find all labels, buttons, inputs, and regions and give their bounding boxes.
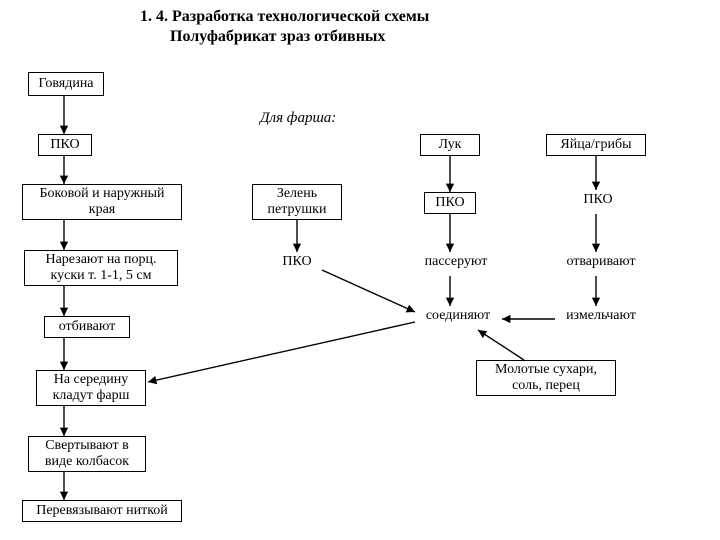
node-narezayut: Нарезают на порц.куски т. 1-1, 5 см	[24, 250, 178, 286]
node-pko-1: ПКО	[38, 134, 92, 156]
subtitle-for-filling: Для фарша:	[260, 110, 336, 127]
node-govyadina: Говядина	[28, 72, 104, 96]
node-kladut-farsh: На серединукладут фарш	[36, 370, 146, 406]
node-soedinyayut: соединяют	[416, 308, 500, 324]
node-otvarivayut: отваривают	[556, 254, 646, 270]
node-molotye-sukhari: Молотые сухари,соль, перец	[476, 360, 616, 396]
title-line-2: Полуфабрикат зраз отбивных	[170, 28, 385, 46]
node-otbivayut: отбивают	[44, 316, 130, 338]
edge-pko2-to-soedinyayut	[322, 270, 415, 312]
node-passeruyut: пассеруют	[416, 254, 496, 270]
node-luk: Лук	[420, 134, 480, 156]
node-zelen-petrushki: Зеленьпетрушки	[252, 184, 342, 220]
node-perevyazyvayut: Перевязывают ниткой	[22, 500, 182, 522]
edge-soedinyayut-to-kladut_farsh	[148, 322, 415, 382]
node-bokovoi-kraya: Боковой и наружныйкрая	[22, 184, 182, 220]
node-svertyvayut: Свертывают ввиде колбасок	[28, 436, 146, 472]
diagram-canvas: 1. 4. Разработка технологической схемы П…	[0, 0, 720, 540]
title-line-1: 1. 4. Разработка технологической схемы	[140, 8, 429, 26]
node-pko-3: ПКО	[424, 192, 476, 214]
edge-sukhari-to-soedinyayut	[478, 330, 524, 360]
node-pko-2: ПКО	[272, 254, 322, 270]
node-izmelchayut: измельчают	[556, 308, 646, 324]
node-pko-4: ПКО	[572, 192, 624, 208]
node-yajca-griby: Яйца/грибы	[546, 134, 646, 156]
